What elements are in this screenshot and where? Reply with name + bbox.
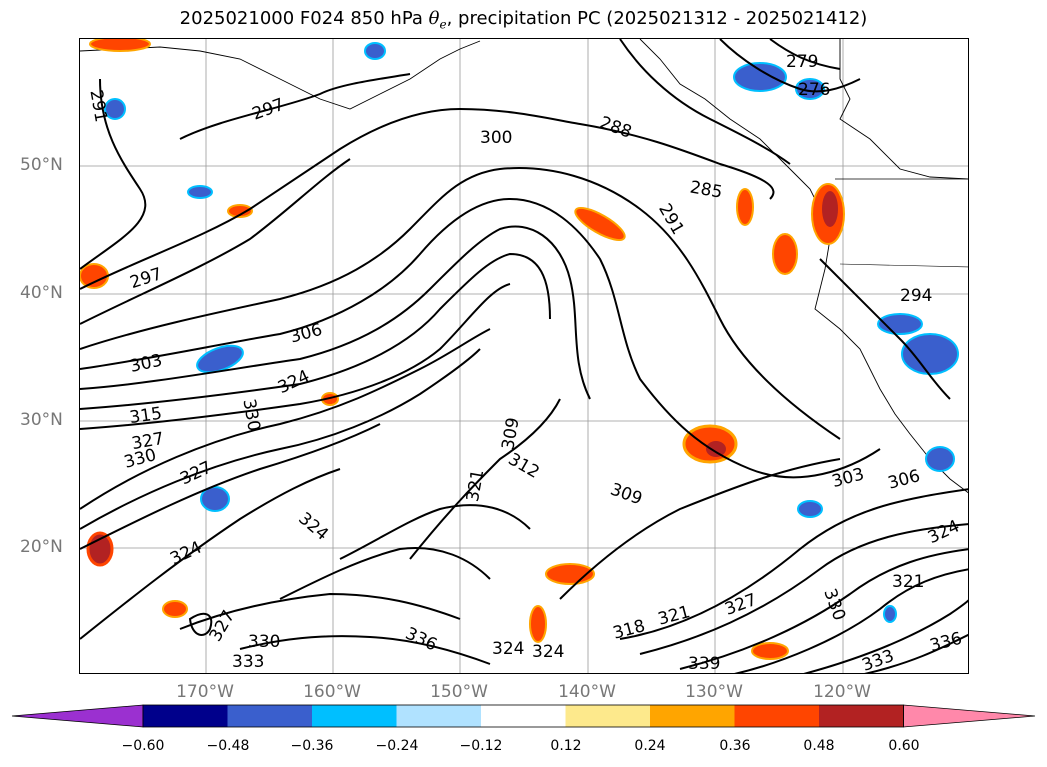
colorbar-segment	[650, 705, 735, 727]
map-panel: 291 297 300 288 285 279 276 291 297 306 …	[79, 38, 969, 674]
contour-label: 321	[656, 602, 693, 630]
contour-label: 327	[206, 607, 240, 645]
contour-label: 300	[480, 128, 512, 148]
contour-label: 327	[722, 590, 759, 620]
colorbar-segment	[396, 705, 481, 727]
contour-label: 336	[402, 624, 440, 656]
contour-label: 333	[859, 646, 896, 674]
lon-label-160w: 160°W	[303, 682, 361, 702]
colorbar-label: 0.60	[888, 738, 920, 754]
colorbar-label: −0.36	[290, 738, 334, 754]
colorbar-frame	[142, 704, 904, 728]
colorbar-extend-max	[903, 704, 1036, 728]
colorbar-segment	[227, 705, 312, 727]
contour-label: 309	[498, 416, 523, 451]
contour-label: 297	[128, 264, 165, 293]
contour-label: 339	[688, 654, 720, 674]
lon-label-150w: 150°W	[430, 682, 488, 702]
lon-label-120w: 120°W	[813, 682, 871, 702]
contour-label: 333	[232, 652, 264, 672]
lon-label-170w: 170°W	[176, 682, 234, 702]
lon-label-130w: 130°W	[685, 682, 743, 702]
contour-label: 315	[128, 404, 163, 428]
colorbar-label: −0.24	[375, 738, 419, 754]
colorbar-segment	[819, 705, 904, 727]
contour-label: 309	[607, 479, 644, 509]
colorbar-label: 0.12	[550, 738, 582, 754]
colorbar-label: 0.48	[803, 738, 835, 754]
colorbar-label: −0.60	[121, 738, 165, 754]
contour-label: 336	[928, 629, 965, 657]
contour-label: 330	[819, 586, 849, 623]
contour-label: 291	[85, 88, 110, 123]
colorbar-segments	[11, 704, 1036, 728]
colorbar-extend-min	[11, 704, 144, 728]
contour-label: 294	[900, 286, 932, 306]
contour-label: 324	[532, 642, 564, 662]
contour-label: 276	[798, 80, 830, 100]
contour-label: 327	[177, 458, 215, 490]
contour-label: 297	[250, 95, 287, 125]
colorbar-label: −0.12	[459, 738, 503, 754]
contour-label: 324	[492, 639, 524, 659]
coastline	[80, 39, 968, 494]
colorbar-segment	[312, 705, 397, 727]
contour-label: 321	[892, 572, 924, 592]
colorbar-label: −0.48	[206, 738, 250, 754]
colorbar-segment	[734, 705, 819, 727]
colorbar	[11, 704, 1036, 728]
contour-label: 291	[654, 200, 688, 238]
colorbar-segment	[481, 705, 566, 727]
lat-label-40n: 40°N	[20, 283, 63, 303]
lat-label-30n: 30°N	[20, 410, 63, 430]
contour-label: 279	[786, 52, 818, 72]
colorbar-label: 0.36	[719, 738, 751, 754]
contour-label: 312	[505, 449, 543, 483]
precip-shading	[80, 39, 959, 660]
contour-label: 306	[886, 466, 923, 494]
colorbar-segment	[143, 705, 228, 727]
contour-label: 324	[275, 366, 313, 398]
lon-label-140w: 140°W	[558, 682, 616, 702]
map-title: 2025021000 F024 850 hPa θe, precipitatio…	[179, 8, 868, 32]
lat-label-50n: 50°N	[20, 155, 63, 175]
contour-label: 330	[238, 397, 263, 432]
contour-label: 324	[167, 538, 205, 570]
contour-label: 303	[830, 464, 867, 492]
lat-label-20n: 20°N	[20, 537, 63, 557]
contour-label: 306	[288, 320, 325, 348]
contour-label: 285	[688, 177, 723, 202]
colorbar-segment	[565, 705, 650, 727]
contour-label: 324	[925, 516, 963, 548]
map-canvas: 291 297 300 288 285 279 276 291 297 306 …	[80, 39, 968, 674]
contour-label: 288	[597, 113, 634, 143]
contour-label: 324	[294, 509, 332, 545]
colorbar-label: 0.24	[634, 738, 666, 754]
contour-label: 330	[248, 632, 280, 652]
contour-label: 321	[463, 468, 488, 503]
contour-label: 303	[128, 351, 164, 377]
contour-label: 318	[611, 616, 648, 644]
theta-e-contours	[80, 39, 968, 673]
